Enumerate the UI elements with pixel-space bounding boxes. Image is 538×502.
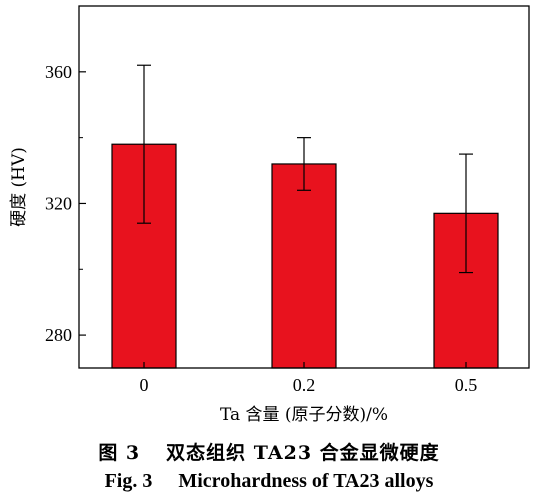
x-tick-label-0: 0 <box>140 375 149 395</box>
bars-layer <box>111 143 499 369</box>
figure-title-chinese: 双态组织 TA23 合金显微硬度 <box>166 442 440 464</box>
y-tick-label-280: 280 <box>45 325 72 345</box>
error-bars-layer <box>137 64 473 274</box>
error-bar-0.5 <box>459 153 473 274</box>
figure-title-english: Microhardness of TA23 alloys <box>178 470 434 492</box>
figure-number-english: Fig. 3 <box>104 470 153 492</box>
y-tick-label-360: 360 <box>45 62 72 82</box>
figure-caption-english: Fig. 3 Microhardness of TA23 alloys <box>0 470 538 493</box>
y-tick-label-320: 320 <box>45 193 72 213</box>
bar-0.2 <box>271 163 337 369</box>
error-bar-0.2 <box>297 137 311 191</box>
figure-number-chinese: 图 3 <box>98 442 141 464</box>
figure-caption-chinese: 图 3 双态组织 TA23 合金显微硬度 <box>0 438 538 465</box>
y-axis-label: 硬度 (HV) <box>9 147 29 227</box>
x-tick-label-0.5: 0.5 <box>455 375 478 395</box>
x-axis-ticks: 0 0.2 0.5 <box>140 362 478 395</box>
y-axis-ticks: 280 320 360 <box>45 5 86 345</box>
error-bar-0 <box>137 64 151 224</box>
bar-chart: 280 320 360 0 0.2 0.5 Ta 含量 (原子分数)/% 硬度 (HV) <box>9 5 530 425</box>
x-axis-label: Ta 含量 (原子分数)/% <box>220 405 388 425</box>
x-tick-label-0.2: 0.2 <box>293 375 316 395</box>
